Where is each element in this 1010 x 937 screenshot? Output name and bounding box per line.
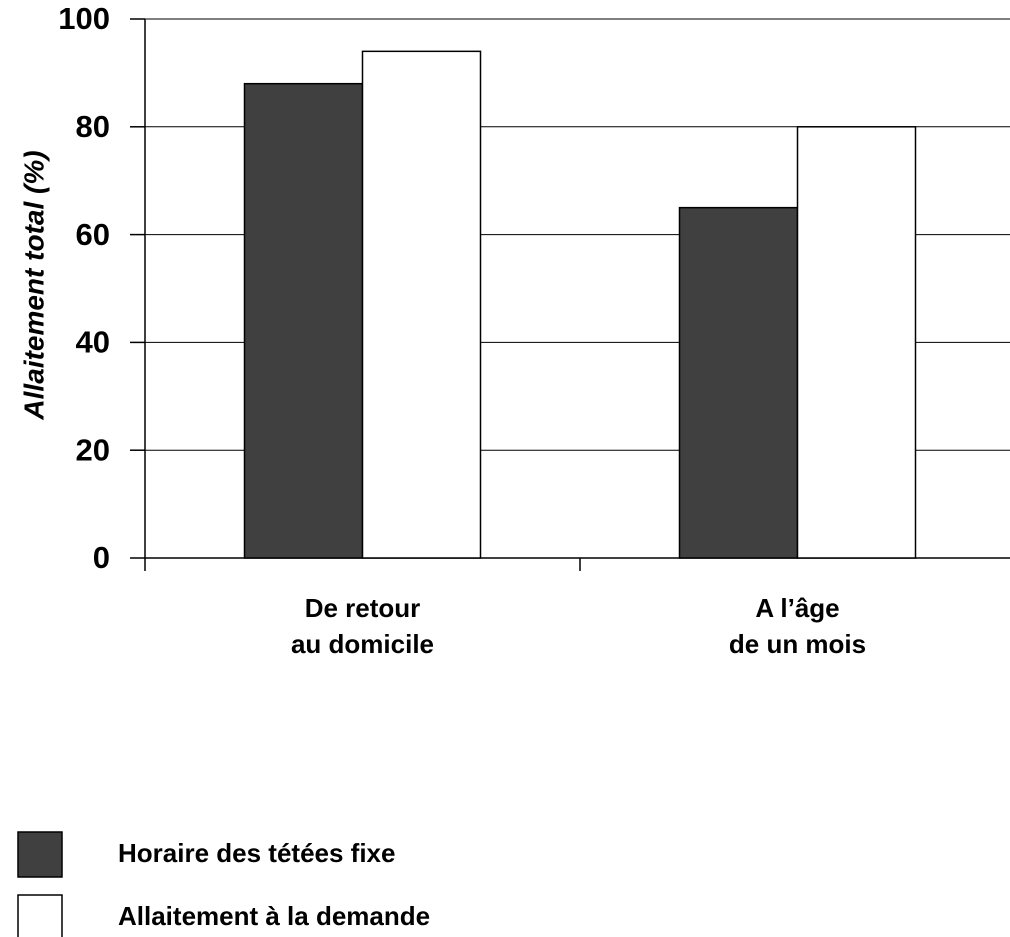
y-tick-label: 80 [76, 109, 110, 144]
bar [796, 126, 917, 559]
legend-label: Allaitement à la demande [118, 901, 430, 931]
y-tick-label: 40 [76, 325, 110, 360]
x-tick-label: de un mois [729, 629, 866, 659]
legend-label: Horaire des tétées fixe [118, 838, 395, 868]
x-tick-label: A l’âge [755, 593, 839, 623]
y-axis-label: Allaitement total (%) [18, 150, 49, 420]
y-tick-label: 20 [76, 432, 110, 467]
y-tick-label: 0 [93, 540, 110, 575]
y-tick-label: 100 [58, 1, 110, 36]
bar [243, 82, 364, 559]
bar [678, 206, 799, 559]
x-tick-label: au domicile [291, 629, 434, 659]
y-tick-label: 60 [76, 217, 110, 252]
bar [361, 50, 482, 559]
legend-swatch [17, 831, 63, 878]
legend-swatch [17, 894, 63, 937]
x-tick-label: De retour [305, 593, 421, 623]
